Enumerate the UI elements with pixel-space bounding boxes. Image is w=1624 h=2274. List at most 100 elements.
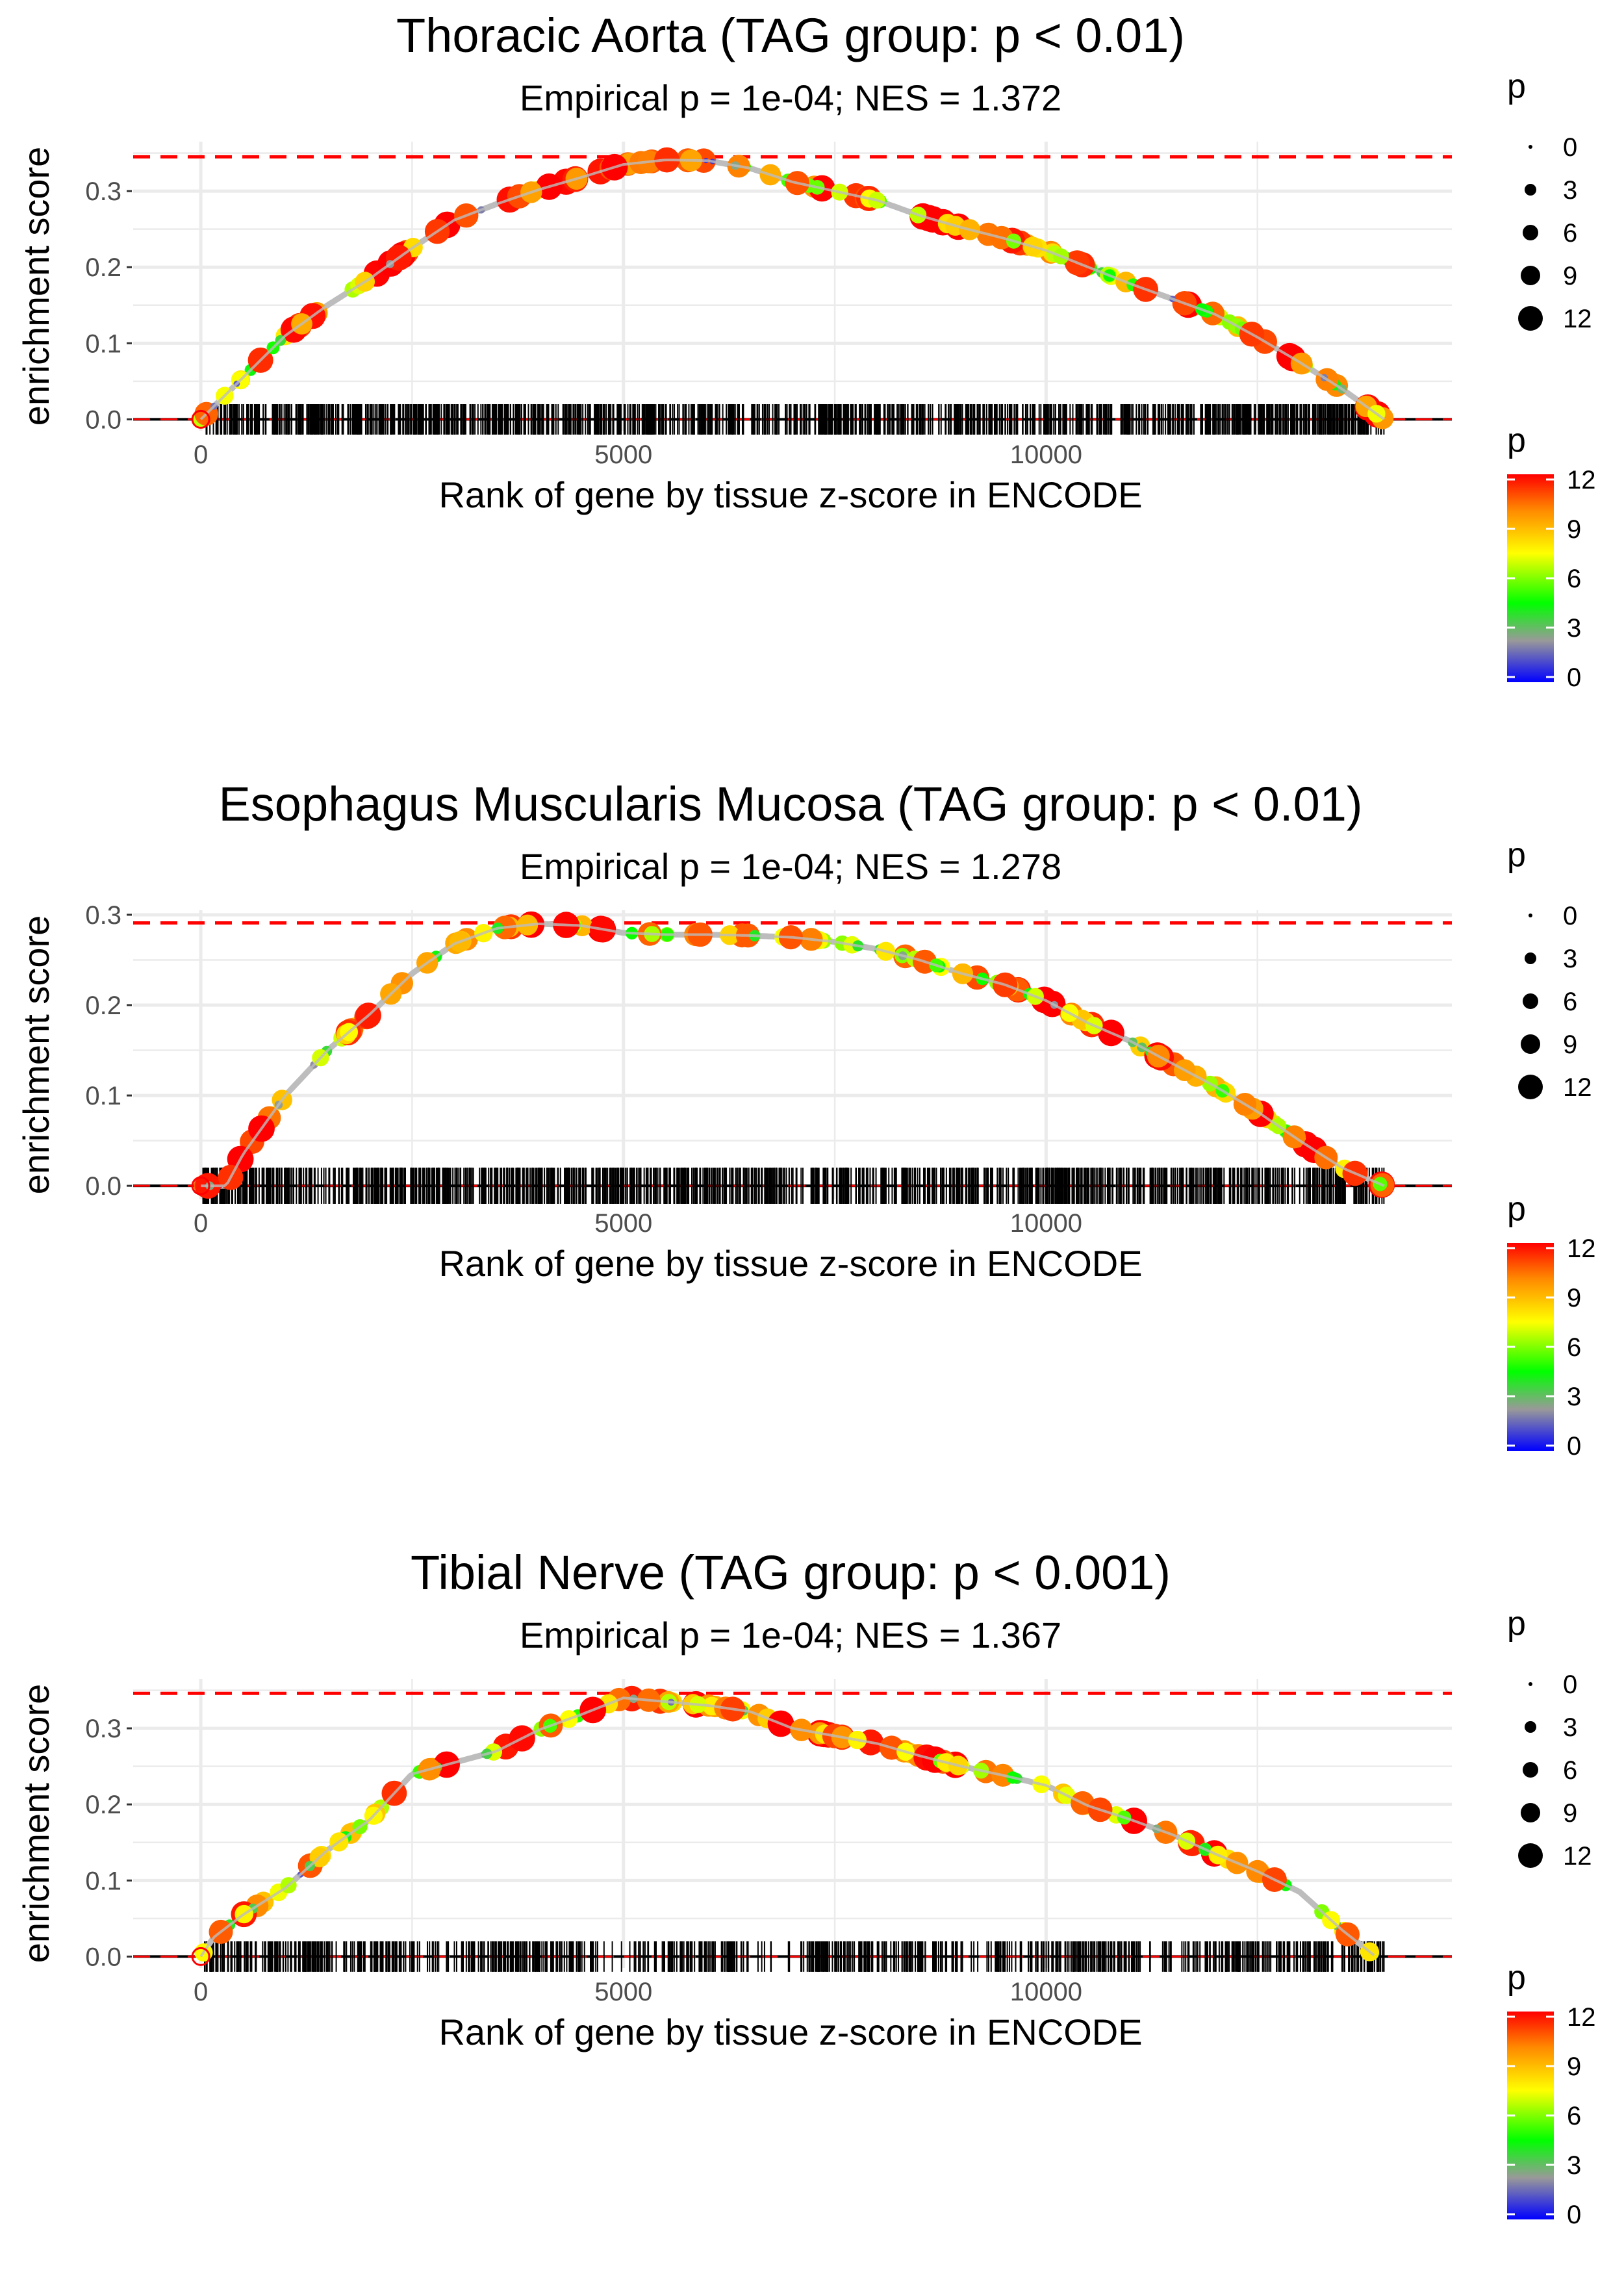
hit-marks xyxy=(202,1168,1385,1204)
chart-subtitle: Empirical p = 1e-04; NES = 1.278 xyxy=(520,846,1061,887)
color-legend-label: 9 xyxy=(1567,515,1581,544)
x-axis-title: Rank of gene by tissue z-score in ENCODE xyxy=(438,474,1142,515)
x-tick-label: 5000 xyxy=(594,1209,652,1238)
size-legend-key xyxy=(1525,952,1536,964)
enrichment-curve-overlay xyxy=(199,1696,1375,1958)
chart-title: Thoracic Aorta (TAG group: p < 0.01) xyxy=(396,8,1185,62)
size-legend-key xyxy=(1521,1034,1540,1054)
size-legend-key xyxy=(1518,306,1543,331)
y-tick-label: 0.1 xyxy=(85,329,121,358)
color-legend-label: 12 xyxy=(1567,2003,1596,2032)
color-legend-label: 0 xyxy=(1567,663,1581,692)
size-legend: p 0 3 6 9 12 xyxy=(1507,68,1592,333)
size-legend-label: 0 xyxy=(1563,1670,1577,1699)
color-legend: p 12 9 6 3 0 xyxy=(1507,422,1596,692)
x-axis-title: Rank of gene by tissue z-score in ENCODE xyxy=(438,1243,1142,1284)
panel-2: Esophagus Muscularis Mucosa (TAG group: … xyxy=(16,777,1596,1461)
color-legend-label: 0 xyxy=(1567,2201,1581,2229)
start-point xyxy=(191,409,210,429)
y-tick-label: 0.3 xyxy=(85,901,121,930)
hit-marks xyxy=(205,404,1385,435)
size-legend-label: 6 xyxy=(1563,219,1577,248)
x-tick-label: 0 xyxy=(194,1978,208,2006)
x-tick-label: 0 xyxy=(194,441,208,469)
color-legend-title: p xyxy=(1507,1190,1526,1228)
size-legend-label: 3 xyxy=(1563,945,1577,973)
y-tick-label: 0.2 xyxy=(85,991,121,1020)
size-legend: p 0 3 6 9 12 xyxy=(1507,836,1592,1102)
color-legend-label: 3 xyxy=(1567,614,1581,643)
color-legend-label: 6 xyxy=(1567,1333,1581,1362)
chart-subtitle: Empirical p = 1e-04; NES = 1.367 xyxy=(520,1615,1061,1655)
start-point xyxy=(191,1947,210,1966)
size-legend-key xyxy=(1518,1075,1543,1099)
size-legend-key xyxy=(1523,993,1538,1009)
size-legend-label: 12 xyxy=(1563,1842,1592,1871)
size-legend-label: 6 xyxy=(1563,1756,1577,1785)
size-legend-label: 12 xyxy=(1563,1073,1592,1102)
size-legend-label: 6 xyxy=(1563,988,1577,1016)
y-tick-label: 0.0 xyxy=(85,1172,121,1201)
color-legend-label: 12 xyxy=(1567,466,1596,494)
color-legend-title: p xyxy=(1507,1959,1526,1997)
size-legend-label: 0 xyxy=(1563,902,1577,930)
enrichment-curve xyxy=(198,157,1386,422)
y-tick-label: 0.0 xyxy=(85,405,121,434)
y-axis-title: enrichment score xyxy=(16,147,57,426)
size-legend-title: p xyxy=(1507,1605,1526,1642)
start-point xyxy=(191,1176,210,1195)
y-tick-label: 0.3 xyxy=(85,1715,121,1743)
size-legend-key xyxy=(1525,1721,1536,1733)
y-tick-label: 0.3 xyxy=(85,177,121,206)
size-legend-title: p xyxy=(1507,836,1526,874)
size-legend-label: 3 xyxy=(1563,176,1577,205)
panel-1: Thoracic Aorta (TAG group: p < 0.01) Empi… xyxy=(16,8,1596,692)
panel-3: Tibial Nerve (TAG group: p < 0.001) Empir… xyxy=(16,1546,1596,2229)
size-legend-label: 9 xyxy=(1563,1799,1577,1828)
y-tick-label: 0.0 xyxy=(85,1943,121,1971)
gridlines xyxy=(133,910,1452,1199)
color-legend-label: 9 xyxy=(1567,2052,1581,2081)
x-tick-label: 5000 xyxy=(594,441,652,469)
size-legend-key xyxy=(1529,145,1532,149)
y-tick-label: 0.1 xyxy=(85,1082,121,1110)
size-legend-label: 9 xyxy=(1563,1030,1577,1059)
size-legend: p 0 3 6 9 12 xyxy=(1507,1605,1592,1871)
y-axis-title: enrichment score xyxy=(16,1684,57,1963)
size-legend-label: 12 xyxy=(1563,305,1592,333)
size-legend-key xyxy=(1529,913,1532,917)
x-tick-label: 0 xyxy=(194,1209,208,1238)
x-tick-label: 5000 xyxy=(594,1978,652,2006)
color-legend-label: 3 xyxy=(1567,2151,1581,2180)
size-legend-key xyxy=(1523,225,1538,240)
size-legend-key xyxy=(1529,1682,1532,1686)
y-tick-label: 0.2 xyxy=(85,1791,121,1819)
color-legend-title: p xyxy=(1507,422,1526,459)
color-legend-label: 3 xyxy=(1567,1383,1581,1411)
size-legend-label: 9 xyxy=(1563,262,1577,290)
chart-subtitle: Empirical p = 1e-04; NES = 1.372 xyxy=(520,77,1061,118)
size-legend-title: p xyxy=(1507,68,1526,105)
enrichment-curve xyxy=(201,921,1386,1189)
color-legend: p 12 9 6 3 0 xyxy=(1507,1190,1596,1461)
y-tick-label: 0.2 xyxy=(85,253,121,282)
color-legend-label: 9 xyxy=(1567,1284,1581,1312)
x-tick-label: 10000 xyxy=(1010,441,1082,469)
y-axis-title: enrichment score xyxy=(16,915,57,1195)
color-legend-label: 12 xyxy=(1567,1234,1596,1263)
x-axis-title: Rank of gene by tissue z-score in ENCODE xyxy=(438,2012,1142,2052)
enrichment-curve-overlay xyxy=(201,922,1385,1188)
size-legend-key xyxy=(1523,1762,1538,1778)
size-legend-key xyxy=(1525,184,1536,196)
size-legend-key xyxy=(1521,266,1540,285)
x-tick-label: 10000 xyxy=(1010,1209,1082,1238)
size-legend-label: 0 xyxy=(1563,133,1577,162)
size-legend-label: 3 xyxy=(1563,1713,1577,1742)
y-tick-label: 0.1 xyxy=(85,1867,121,1895)
chart-title: Esophagus Muscularis Mucosa (TAG group: … xyxy=(218,777,1362,831)
gene-points xyxy=(194,911,1395,1199)
color-legend-label: 6 xyxy=(1567,565,1581,593)
size-legend-key xyxy=(1518,1843,1543,1868)
color-legend-label: 0 xyxy=(1567,1432,1581,1461)
